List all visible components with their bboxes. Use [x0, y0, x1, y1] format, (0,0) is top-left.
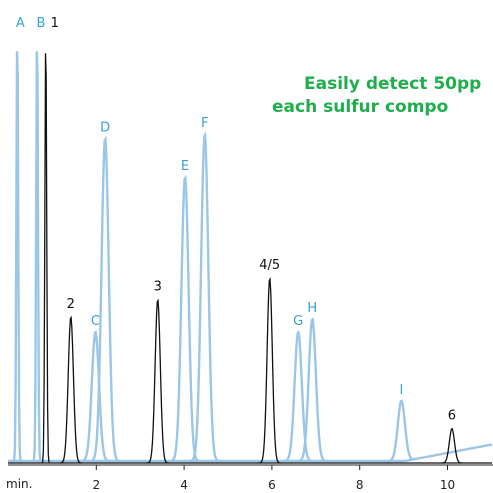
peak-f	[189, 131, 220, 463]
x-tick-label: 6	[268, 478, 276, 492]
peak-label-i: I	[399, 383, 403, 398]
blue-series	[8, 51, 493, 463]
black-series	[8, 53, 492, 464]
peak-label-d: D	[100, 121, 110, 136]
x-tick-label: 4	[180, 478, 188, 492]
callout-line-2: each sulfur compo	[272, 97, 448, 117]
peak-e	[169, 174, 201, 463]
peak-i	[386, 399, 417, 463]
peak-label-g: G	[293, 314, 303, 329]
callout-line-1: Easily detect 50pp	[304, 74, 481, 94]
peak-label-e: E	[181, 159, 189, 174]
peak-label-f: F	[201, 116, 208, 131]
peak-label-b: B	[37, 16, 46, 31]
peak-1	[41, 53, 50, 464]
peak-label-h: H	[307, 301, 317, 316]
peak-2	[59, 315, 82, 464]
x-tick-label: 2	[92, 478, 100, 492]
peak-3	[146, 298, 169, 464]
peak-label-4-5: 4/5	[259, 258, 280, 273]
peak-d	[89, 135, 121, 463]
peak-4-5	[258, 276, 281, 464]
peak-a	[12, 51, 22, 462]
peak-g	[283, 330, 314, 463]
peak-c	[80, 330, 111, 463]
x-tick-label: 8	[356, 478, 364, 492]
peak-label-2: 2	[67, 297, 75, 312]
x-axis-label: min.	[6, 477, 32, 491]
x-tick-label: 10	[440, 478, 455, 492]
peak-label-1: 1	[51, 16, 59, 31]
peak-h	[297, 317, 328, 463]
peak-label-6: 6	[448, 409, 456, 424]
peak-6	[441, 428, 463, 464]
peak-labels: A B C D E F GH I 1 2 3 4/5 6	[16, 16, 456, 424]
peak-label-a: A	[16, 16, 25, 31]
x-axis-ticks: 2 4 6 8 10	[92, 465, 455, 492]
peak-label-c: C	[91, 314, 100, 329]
peak-label-3: 3	[154, 280, 162, 295]
blue-baseline	[8, 443, 493, 463]
peak-b	[32, 51, 42, 462]
